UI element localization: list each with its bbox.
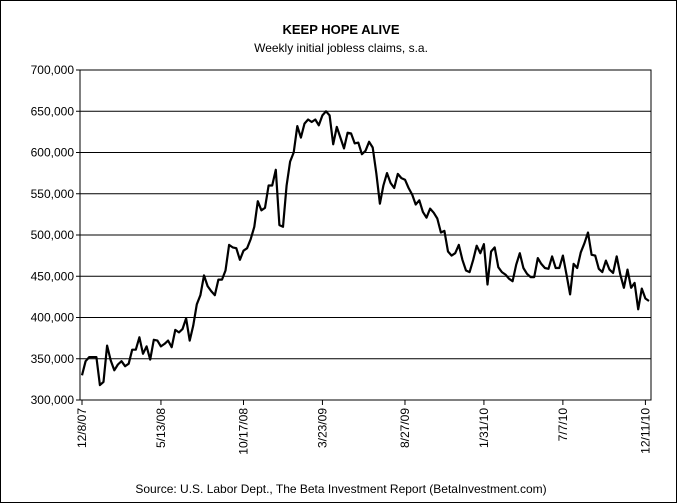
x-tick-label: 12/11/10	[638, 408, 652, 454]
chart-source: Source: U.S. Labor Dept., The Beta Inves…	[135, 482, 546, 496]
series-line-jobless-claims	[80, 110, 650, 387]
y-tick-label: 600,000	[31, 146, 75, 160]
y-axis-ticks: 300,000 350,000 400,000 450,000 500,000 550,0…	[31, 63, 80, 407]
series-layer	[80, 110, 650, 387]
y-tick-label: 300,000	[31, 393, 75, 407]
y-tick-label: 450,000	[31, 269, 75, 283]
x-tick-label: 8/27/09	[398, 408, 412, 448]
x-tick-label: 3/23/09	[315, 408, 329, 448]
chart-title: KEEP HOPE ALIVE	[282, 22, 399, 37]
y-tick-label: 550,000	[31, 187, 75, 201]
y-tick-label: 650,000	[31, 104, 75, 118]
y-tick-label: 400,000	[31, 311, 75, 325]
grid-lines	[80, 110, 651, 360]
y-tick-label: 700,000	[31, 63, 75, 77]
y-tick-label: 500,000	[31, 228, 75, 242]
x-tick-label: 12/8/07	[75, 408, 89, 448]
chart-subtitle: Weekly initial jobless claims, s.a.	[254, 41, 428, 55]
x-tick-label: 5/13/08	[154, 408, 168, 448]
y-tick-label: 350,000	[31, 352, 75, 366]
x-tick-label: 7/7/10	[556, 408, 570, 442]
x-tick-label: 10/17/08	[236, 408, 250, 455]
x-axis-ticks: 12/8/07 5/13/08 10/17/08 3/23/09 8/27/09 1/31…	[75, 400, 652, 455]
x-tick-label: 1/31/10	[477, 408, 491, 448]
